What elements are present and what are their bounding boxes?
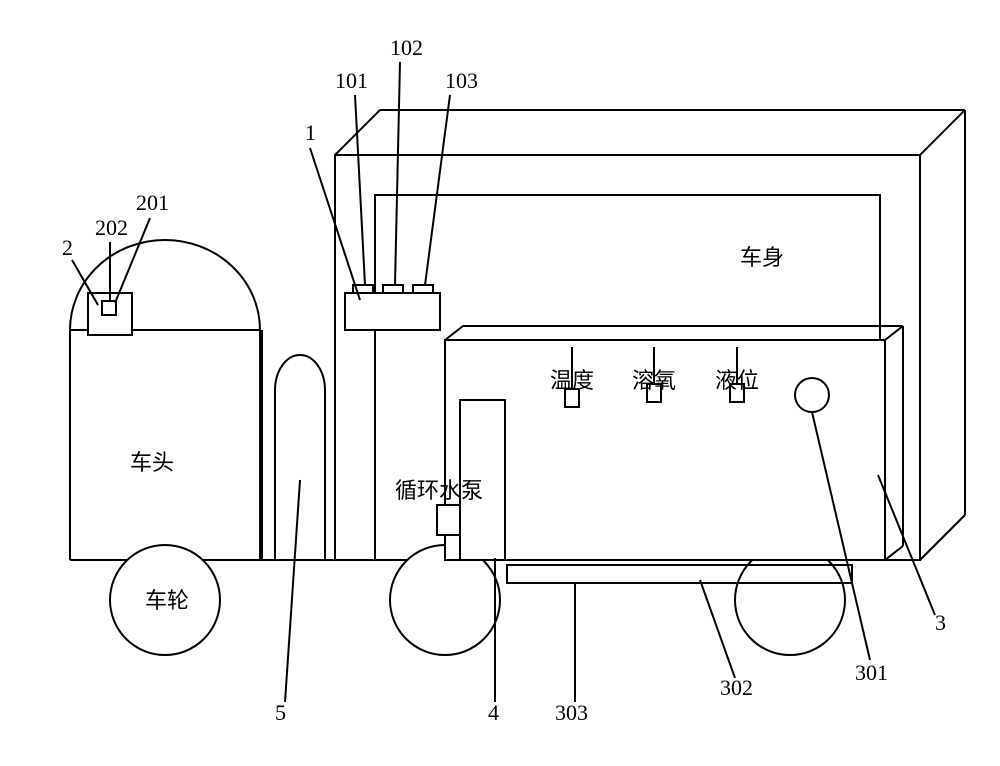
callout-n101: 101 (335, 68, 368, 93)
panel-1-tab-2 (413, 285, 433, 293)
panel-1-tab-1 (383, 285, 403, 293)
callout-n301: 301 (855, 660, 888, 685)
callout-n302: 302 (720, 675, 753, 700)
label-oxy: 溶氧 (632, 368, 676, 393)
callout-n303: 303 (555, 700, 588, 725)
wheel-1 (390, 545, 500, 655)
label-body: 车身 (740, 245, 784, 270)
callout-n102: 102 (390, 35, 423, 60)
callout-n1: 1 (305, 120, 316, 145)
wheel-2 (735, 545, 845, 655)
label-temp: 温度 (550, 368, 594, 393)
callout-n3: 3 (935, 610, 946, 635)
callout-n201: 201 (136, 190, 169, 215)
label-level: 液位 (715, 368, 759, 393)
callout-n202: 202 (95, 215, 128, 240)
leader-n302 (700, 580, 735, 678)
seat-top-arc (275, 355, 325, 390)
callout-n4: 4 (488, 700, 499, 725)
label-wheel: 车轮 (145, 588, 189, 613)
body-3d-edge (920, 515, 965, 560)
callout-n2: 2 (62, 235, 73, 260)
body-3d-edge (920, 110, 965, 155)
panel-2-inner (102, 301, 116, 315)
leader-n5 (285, 480, 300, 702)
pump-box (437, 505, 460, 535)
label-cab: 车头 (130, 450, 174, 475)
callout-n103: 103 (445, 68, 478, 93)
tank-3d (445, 326, 463, 340)
label-pump: 循环水泵 (395, 478, 483, 503)
callout-n5: 5 (275, 700, 286, 725)
